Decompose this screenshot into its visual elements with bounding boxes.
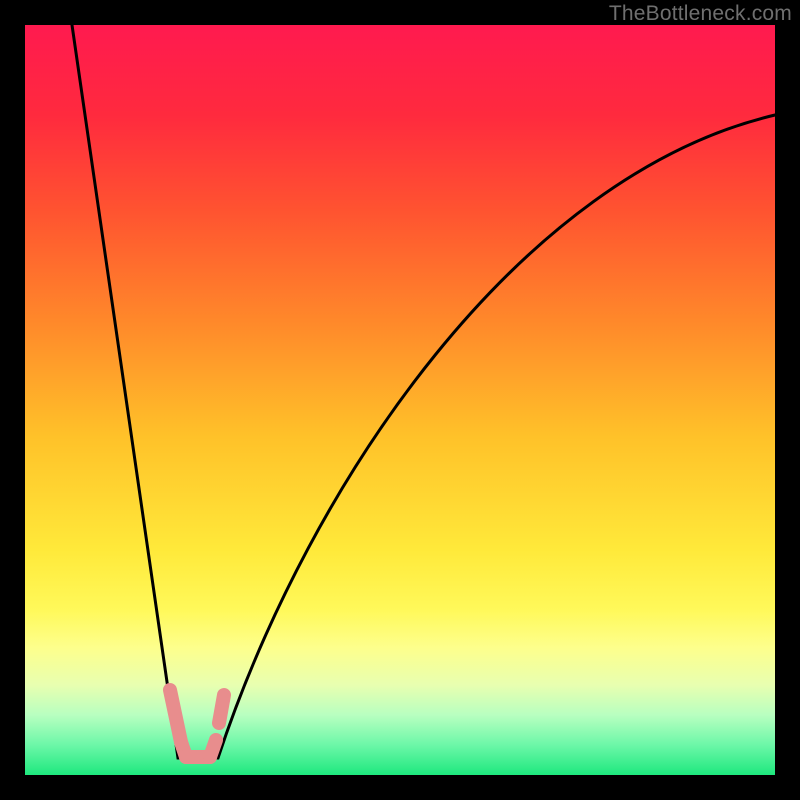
accent-segment-4 xyxy=(219,695,224,723)
chart-svg xyxy=(0,0,800,800)
chart-canvas: TheBottleneck.com xyxy=(0,0,800,800)
accent-segment-3 xyxy=(210,740,216,757)
watermark-text: TheBottleneck.com xyxy=(609,2,792,26)
